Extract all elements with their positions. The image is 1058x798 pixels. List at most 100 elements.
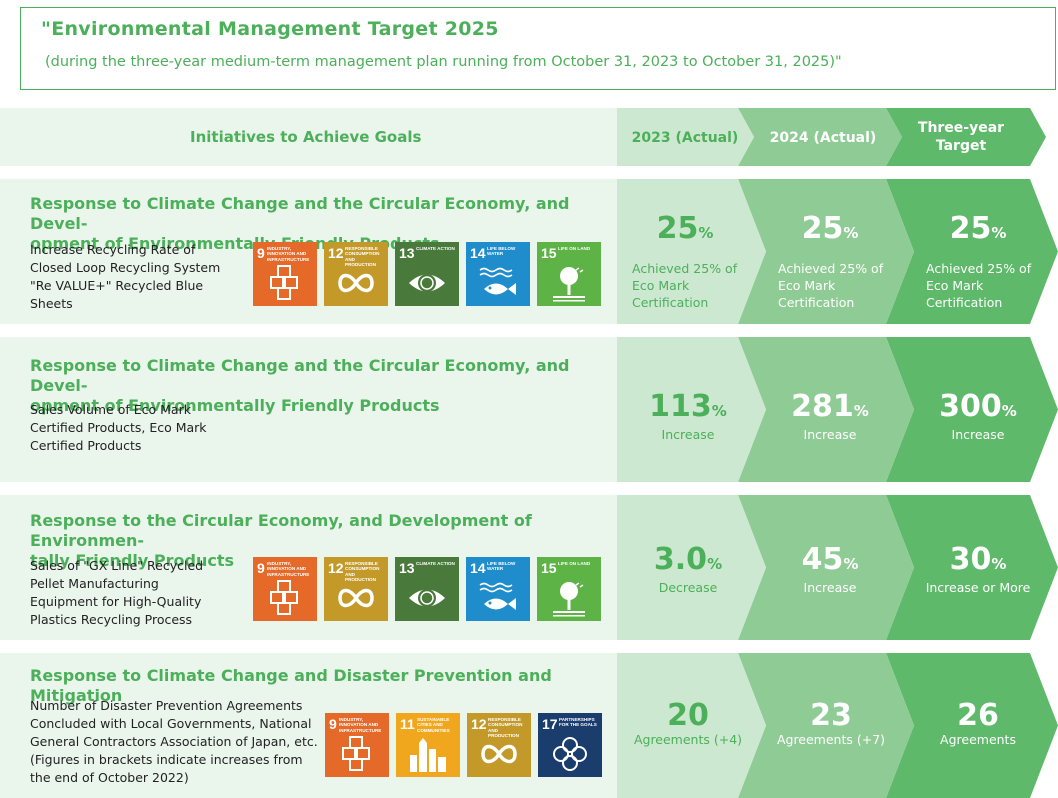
row-2-2024-value: 281% Increase <box>770 392 890 443</box>
row-4-description: Number of Disaster Prevention Agreements… <box>30 697 318 787</box>
sdg-14-tile: 14 LIFE BELOW WATER <box>466 242 530 306</box>
col-target-line1: Three-year <box>917 120 1005 136</box>
sdg-label: PARTNERSHIPS FOR THE GOALS <box>559 717 597 728</box>
value-caption: Decrease <box>658 580 718 595</box>
col-2024-band <box>738 337 914 482</box>
sdg-number: 15 <box>541 245 557 261</box>
row-4-target-value: 26 Agreements <box>918 701 1038 748</box>
sdg-label: INDUSTRY, INNOVATION AND INFRASTRUCTURE <box>339 717 382 733</box>
value-caption: Agreements (+7) <box>776 732 886 747</box>
row-2-bg <box>0 337 617 482</box>
cubes-icon <box>342 736 370 771</box>
value-unit: % <box>711 402 727 420</box>
sdg-11-tile: 11 SUSTAINABLE CITIES AND COMMUNITIES <box>396 713 460 777</box>
sdg-number: 11 <box>400 716 415 732</box>
value-unit: % <box>843 555 859 573</box>
infinity-icon <box>338 588 374 608</box>
col-2024-band <box>738 495 914 640</box>
col-target-header: Three-year Target <box>898 119 1024 155</box>
value-caption: Certification <box>926 295 1003 310</box>
row-3-desc-line: Sales of "GX Line" Recycled <box>30 558 204 573</box>
col-2023-band <box>617 179 766 324</box>
row-2-desc-line: Certified Products, Eco Mark <box>30 420 207 435</box>
col-target-band <box>886 337 1058 482</box>
value-caption: Increase <box>803 427 857 442</box>
sdg-label: CLIMATE ACTION <box>416 246 455 251</box>
value-unit: % <box>991 224 1007 242</box>
col-2023-band <box>617 108 754 166</box>
tree-icon <box>553 582 585 617</box>
value-caption: Certification <box>632 295 709 310</box>
value-number: 3.0 <box>653 542 708 577</box>
row-3-title-line1: Response to the Circular Economy, and De… <box>30 511 532 550</box>
sdg-12-tile: 12 RESPONSIBLE CONSUMPTION AND PRODUCTION <box>324 242 388 306</box>
sdg-label: RESPONSIBLE CONSUMPTION AND PRODUCTION <box>345 561 380 583</box>
sdg-12-tile: 12 RESPONSIBLE CONSUMPTION AND PRODUCTION <box>467 713 531 777</box>
row-3-2024-value: 45% Increase <box>770 545 890 596</box>
infinity-icon <box>481 744 517 764</box>
row-2-description: Sales Volume of Eco Mark Certified Produ… <box>30 401 207 455</box>
initiatives-header: Initiatives to Achieve Goals <box>190 128 422 146</box>
col-2023-band <box>617 653 766 798</box>
row-1-desc-line: "Re VALUE+" Recycled Blue <box>30 278 204 293</box>
value-unit: % <box>707 555 723 573</box>
sdg-label: INDUSTRY, INNOVATION AND INFRASTRUCTURE <box>267 561 310 577</box>
value-caption: Agreements <box>940 732 1016 747</box>
sdg-number: 13 <box>399 560 415 576</box>
col-2023-header: 2023 (Actual) <box>631 130 739 146</box>
sdg-number: 12 <box>328 245 344 261</box>
sdg-14-tile: 14 LIFE BELOW WATER <box>466 557 530 621</box>
cubes-icon <box>270 580 298 615</box>
tree-icon <box>553 267 585 302</box>
sdg-15-tile: 15 LIFE ON LAND <box>537 242 601 306</box>
value-caption: Eco Mark <box>926 278 984 293</box>
sdg-9-tile: 9 INDUSTRY, INNOVATION AND INFRASTRUCTURE <box>325 713 389 777</box>
value-number: 113 <box>649 389 712 424</box>
col-2023-band <box>617 337 766 482</box>
sdg-label: RESPONSIBLE CONSUMPTION AND PRODUCTION <box>488 717 523 739</box>
row-4-desc-line: General Contractors Association of Japan… <box>30 734 318 749</box>
sdg-label: INDUSTRY, INNOVATION AND INFRASTRUCTURE <box>267 246 310 262</box>
row-3-title-line2: tally Friendly Products <box>30 551 234 570</box>
eye-globe-icon <box>409 274 445 292</box>
row-1-2023-value: 25% Achieved 25% of Eco Mark Certification <box>632 214 752 311</box>
row-3-desc-line: Equipment for High-Quality <box>30 594 202 609</box>
sdg-label: SUSTAINABLE CITIES AND COMMUNITIES <box>417 717 450 733</box>
value-number: 25 <box>949 211 992 246</box>
page-title: "Environmental Management Target 2025 <box>41 18 499 40</box>
row-3-2023-value: 3.0% Decrease <box>628 545 748 596</box>
value-caption: Eco Mark <box>632 278 690 293</box>
row-4-2024-value: 23 Agreements (+7) <box>766 701 896 748</box>
page-subtitle: (during the three-year medium-term manag… <box>45 54 842 70</box>
col-target-band <box>886 179 1058 324</box>
row-4-desc-line: (Figures in brackets indicate increases … <box>30 752 303 767</box>
value-unit: % <box>853 402 869 420</box>
city-icon <box>410 738 446 772</box>
sdg-number: 12 <box>328 560 344 576</box>
value-unit: % <box>698 224 714 242</box>
value-caption: Agreements (+4) <box>633 732 743 747</box>
row-4-title: Response to Climate Change and Disaster … <box>30 666 610 706</box>
sdg-13-tile: 13 CLIMATE ACTION <box>395 242 459 306</box>
row-2-title-line2: opment of Environmentally Friendly Produ… <box>30 396 440 415</box>
value-caption: Increase <box>803 580 857 595</box>
col-target-band <box>886 495 1058 640</box>
sdg-label: LIFE BELOW WATER <box>487 561 516 572</box>
row-1-desc-line: Closed Loop Recycling System <box>30 260 221 275</box>
sdg-number: 17 <box>542 716 558 732</box>
value-caption: Achieved 25% of <box>778 261 884 276</box>
sdg-label: LIFE ON LAND <box>558 561 591 566</box>
value-unit: % <box>843 224 859 242</box>
sdg-number: 14 <box>470 560 486 576</box>
col-2024-band <box>738 653 914 798</box>
cubes-icon <box>270 265 298 300</box>
row-4-title-line1: Response to Climate Change and Disaster … <box>30 666 552 705</box>
row-1-desc-line: Sheets <box>30 296 73 311</box>
sdg-17-tile: 17 PARTNERSHIPS FOR THE GOALS <box>538 713 602 777</box>
sdg-9-tile: 9 INDUSTRY, INNOVATION AND INFRASTRUCTURE <box>253 557 317 621</box>
row-2-target-value: 300% Increase <box>918 392 1038 443</box>
row-3-target-value: 30% Increase or More <box>908 545 1048 596</box>
value-number: 30 <box>949 542 992 577</box>
sdg-label: LIFE BELOW WATER <box>487 246 516 257</box>
col-target-band <box>886 653 1058 798</box>
